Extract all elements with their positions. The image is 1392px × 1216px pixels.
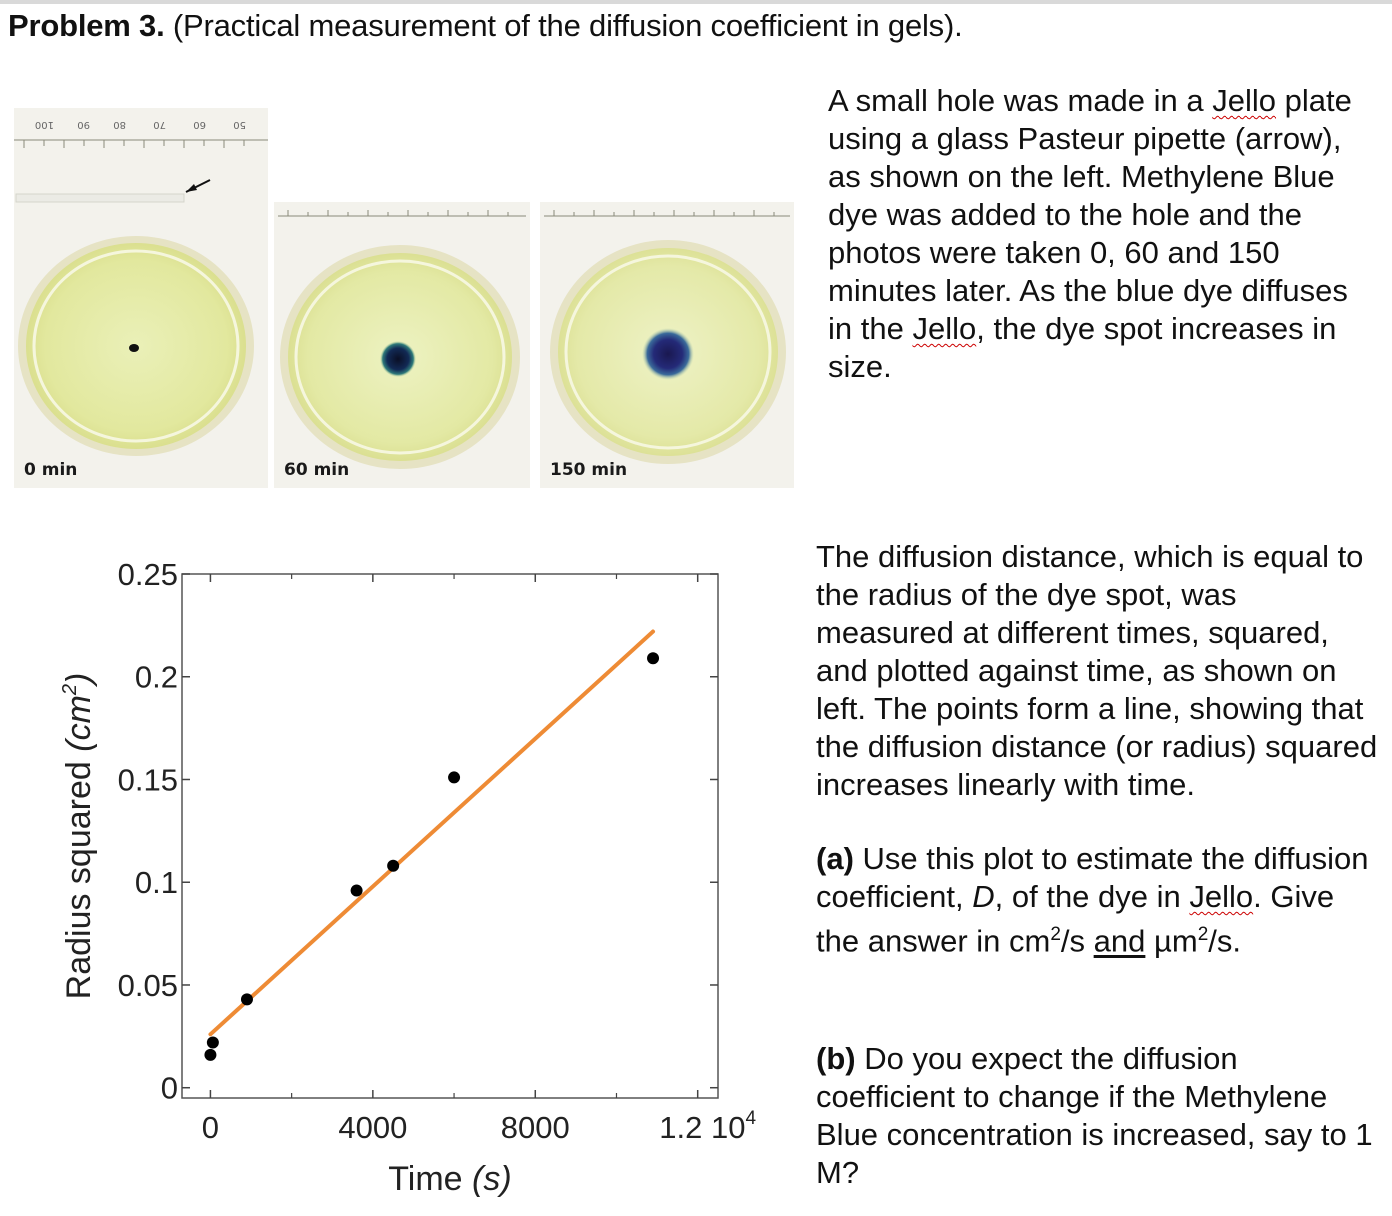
photo-caption: 0 min — [24, 460, 78, 480]
question-b-text: Do you expect the diffusion coefficient … — [816, 1041, 1373, 1190]
data-point — [387, 859, 400, 872]
x-tick-label: 0 — [202, 1110, 219, 1145]
photo-150-min: 150 min — [540, 202, 794, 488]
intro-text: plate using a glass Pasteur pipette (arr… — [828, 83, 1352, 346]
question-a-label: (a) — [816, 841, 854, 876]
x-axis-label: Time (s) — [388, 1160, 511, 1198]
question-a-text: /s. — [1208, 923, 1241, 959]
ruler-number: 70 — [153, 119, 166, 130]
intro-text: A small hole was made in a — [828, 83, 1213, 118]
data-point — [448, 771, 461, 784]
petri-dish-image — [540, 202, 794, 488]
petri-dish-image: 100 90 80 70 60 50 — [14, 108, 268, 488]
question-a-text: µm — [1145, 923, 1198, 959]
x-tick-label: 1.2 104 — [659, 1108, 756, 1145]
data-point — [204, 1048, 217, 1061]
x-tick-label: 8000 — [501, 1110, 570, 1145]
question-b: (b) Do you expect the diffusion coeffici… — [816, 1040, 1376, 1192]
data-point — [240, 993, 253, 1006]
photo-caption: 150 min — [550, 460, 628, 480]
question-a-symbol: D — [972, 879, 995, 914]
ruler-number: 80 — [113, 119, 126, 130]
fit-line — [208, 629, 656, 1037]
question-a-sup: 2 — [1050, 924, 1061, 945]
ruler-number: 90 — [77, 119, 90, 130]
intro-paragraph: A small hole was made in a Jello plate u… — [828, 82, 1378, 386]
y-tick-label: 0.1 — [135, 865, 178, 900]
explanation-paragraph: The diffusion distance, which is equal t… — [816, 538, 1381, 804]
petri-dish-image — [274, 202, 530, 488]
photo-60-min: 60 min — [274, 202, 530, 488]
data-point — [206, 1036, 219, 1049]
explanation-text: The diffusion distance, which is equal t… — [816, 539, 1378, 802]
data-point — [647, 652, 660, 665]
x-tick-label: 4000 — [338, 1110, 407, 1145]
question-a-text: /s — [1060, 923, 1094, 959]
ruler-number: 60 — [193, 119, 206, 130]
intro-jello: Jello — [1212, 83, 1277, 118]
question-a-text: , of the dye in — [994, 879, 1190, 914]
problem-subtitle: (Practical measurement of the diffusion … — [164, 8, 963, 43]
intro-text: , the dye spot increases in size. — [828, 311, 1337, 384]
question-a-jello: Jello — [1189, 879, 1254, 914]
question-b-label: (b) — [816, 1041, 856, 1076]
y-tick-label: 0.15 — [118, 762, 178, 797]
ruler-number: 50 — [233, 119, 246, 130]
question-a-text: . Give the answer in cm — [816, 879, 1335, 959]
question-a-text: Use this plot to estimate the diffusion … — [816, 841, 1369, 914]
y-tick-label: 0 — [161, 1071, 178, 1106]
question-a: (a) Use this plot to estimate the diffus… — [816, 840, 1381, 960]
ruler-number: 100 — [35, 119, 54, 130]
y-tick-label: 0.05 — [118, 968, 178, 1003]
photo-0-min: 100 90 80 70 60 50 0 min — [14, 108, 268, 488]
question-a-and: and — [1093, 923, 1146, 959]
plot-frame — [181, 573, 719, 1099]
top-border — [0, 0, 1392, 4]
question-a-sup: 2 — [1197, 924, 1209, 945]
y-tick-label: 0.2 — [135, 660, 178, 695]
problem-label: Problem 3. — [8, 8, 165, 43]
radius-squared-vs-time-chart: 0 0.05 0.1 0.15 0.2 0.25 0 4000 8000 1.2 104 Time… — [59, 557, 757, 1198]
y-tick-label: 0.25 — [118, 557, 178, 592]
photo-caption: 60 min — [284, 460, 350, 480]
data-point — [350, 884, 363, 897]
problem-title: Problem 3. (Practical measurement of the… — [8, 8, 963, 44]
y-axis-label: Radius squared (cm2) — [59, 673, 98, 1000]
intro-jello: Jello — [912, 311, 977, 346]
